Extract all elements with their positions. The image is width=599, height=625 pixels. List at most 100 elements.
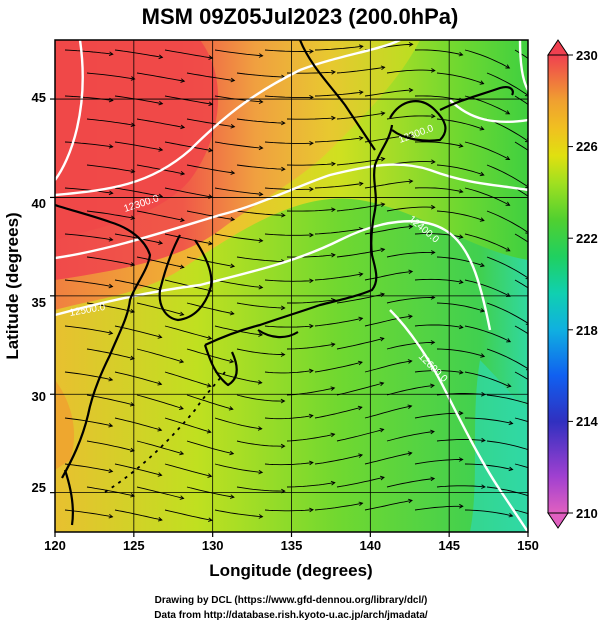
streamline-arrowhead: [505, 292, 511, 297]
streamline-arrowhead: [281, 212, 286, 218]
streamline-arrowhead: [431, 68, 436, 73]
streamline: [64, 325, 113, 334]
streamline-arrowhead: [207, 473, 213, 478]
streamline-arrowhead: [458, 369, 464, 375]
streamline-arrowhead: [258, 469, 264, 475]
streamline-arrowhead: [508, 466, 514, 472]
streamline: [64, 417, 113, 427]
streamline-arrowhead: [280, 398, 286, 404]
streamline: [364, 405, 412, 419]
streamline: [186, 210, 235, 221]
streamline-arrowhead: [208, 147, 214, 153]
streamline-arrowhead: [357, 405, 363, 411]
streamline-arrowhead: [309, 507, 314, 513]
streamline-arrowhead: [380, 111, 386, 116]
streamline-arrowhead: [458, 457, 464, 462]
streamline: [486, 440, 528, 451]
contour-line-3: [55, 163, 528, 260]
contour-line-6: [449, 99, 528, 123]
streamline: [464, 233, 511, 252]
streamline: [114, 463, 162, 476]
streamline-arrowhead: [108, 283, 114, 289]
streamline-arrowhead: [408, 498, 413, 504]
streamline: [214, 371, 262, 384]
streamline-arrowhead: [179, 495, 185, 500]
streamline: [214, 509, 263, 518]
streamline-arrowhead: [505, 201, 511, 206]
streamline-arrowhead: [358, 90, 364, 95]
streamline-arrowhead: [158, 240, 164, 245]
streamline-arrowhead: [479, 80, 485, 85]
streamline-arrowhead: [379, 475, 385, 481]
streamline-arrowhead: [108, 237, 114, 242]
streamline: [414, 187, 463, 193]
streamline: [114, 187, 163, 198]
streamline: [514, 417, 528, 423]
colorbar-tick-label: 222: [576, 231, 598, 246]
streamline-arrowhead: [358, 501, 364, 507]
streamline: [486, 302, 528, 324]
streamline: [286, 254, 335, 258]
streamline: [336, 112, 385, 120]
streamline: [164, 187, 213, 198]
streamline: [514, 141, 528, 151]
streamline: [114, 279, 163, 291]
x-tick-label: 140: [359, 538, 381, 553]
streamline: [236, 302, 285, 309]
streamline-arrowhead: [309, 323, 314, 329]
streamline: [264, 187, 314, 190]
streamline: [314, 137, 363, 143]
streamline: [436, 302, 485, 312]
streamline: [164, 141, 213, 152]
streamline-arrowhead: [230, 77, 236, 83]
streamline: [136, 210, 185, 221]
streamline-arrowhead: [458, 188, 464, 194]
streamline-arrowhead: [380, 202, 386, 207]
streamline: [364, 360, 412, 373]
colorbar-tick-label: 226: [576, 139, 598, 154]
streamline-arrowhead: [179, 264, 185, 269]
streamline-arrowhead: [280, 166, 286, 172]
streamline: [86, 210, 135, 219]
korea-coast: [158, 234, 213, 322]
streamline: [314, 317, 363, 327]
colorbar-tick-label: 214: [576, 414, 598, 429]
streamline-arrowhead: [508, 512, 514, 518]
height-contours: [55, 40, 528, 532]
streamline-arrowhead: [180, 124, 186, 130]
streamline: [136, 302, 184, 316]
x-tick-label: 135: [281, 538, 303, 553]
streamline-arrowhead: [230, 263, 236, 269]
streamline-arrowhead: [229, 450, 235, 456]
streamline: [514, 233, 528, 243]
streamline-arrowhead: [480, 353, 486, 358]
streamline-arrowhead: [458, 234, 464, 239]
contour-line-4: [55, 220, 492, 331]
streamline: [436, 72, 484, 85]
streamline: [486, 256, 528, 279]
streamline: [214, 463, 263, 473]
streamline: [136, 72, 185, 82]
streamline: [164, 463, 212, 477]
streamline: [64, 279, 113, 288]
streamline: [314, 454, 363, 465]
x-axis-label: Longitude (degrees): [209, 561, 372, 580]
colorbar-ticks: [568, 54, 573, 514]
streamline-arrowhead: [258, 99, 264, 105]
y-tick-label: 45: [32, 90, 46, 105]
contour-line-2: [55, 40, 401, 197]
streamline: [136, 440, 184, 455]
lat-lon-grid: [55, 40, 528, 532]
streamline: [314, 361, 363, 373]
streamline: [414, 141, 463, 147]
ryukyu-islands: [104, 371, 226, 493]
streamline: [236, 118, 285, 124]
streamline-arrowhead: [479, 126, 485, 131]
streamline-arrowhead: [157, 427, 163, 432]
streamline: [186, 256, 235, 267]
streamline-arrowhead: [506, 383, 512, 388]
streamline-arrowhead: [525, 229, 528, 234]
streamline: [486, 394, 528, 405]
streamline-arrowhead: [358, 272, 364, 277]
streamline-arrowhead: [430, 204, 436, 210]
